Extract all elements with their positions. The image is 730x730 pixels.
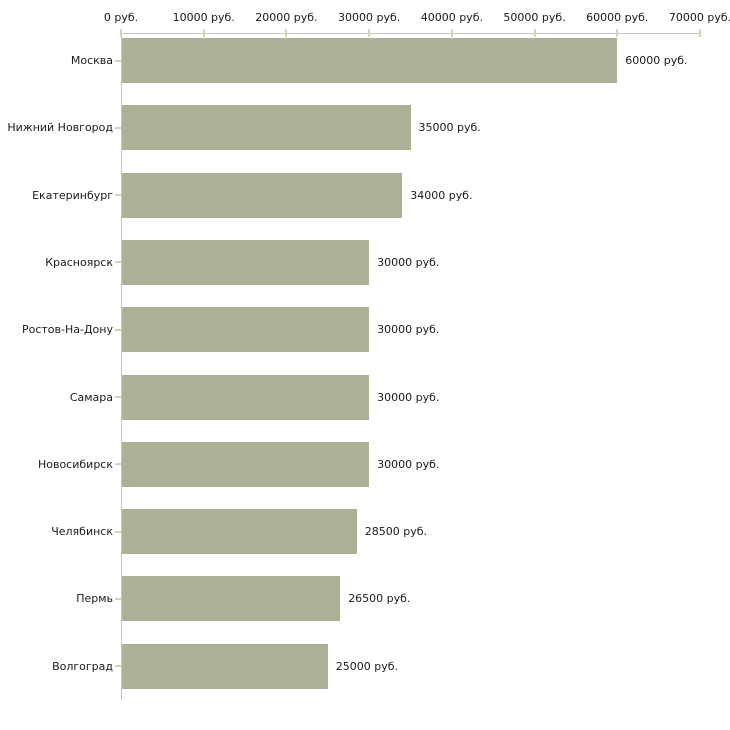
category-label: Пермь (76, 592, 113, 606)
category-tick-mark (115, 59, 121, 62)
x-axis-tick-label: 30000 руб. (338, 11, 401, 24)
category-tick-mark (115, 665, 121, 668)
x-axis-tick-mark (699, 29, 701, 37)
value-label: 26500 руб. (348, 592, 411, 606)
category-tick-mark (115, 463, 121, 466)
x-axis-tick-mark (616, 29, 619, 37)
value-label: 35000 руб. (418, 121, 481, 135)
y-axis-line (121, 33, 122, 700)
category-label: Челябинск (51, 525, 113, 539)
value-label: 28500 руб. (364, 525, 427, 539)
x-axis-tick-mark (533, 29, 536, 37)
x-axis-line (121, 33, 701, 34)
value-label: 34000 руб. (410, 188, 473, 202)
category-label: Красноярск (45, 255, 113, 269)
value-label: 60000 руб. (625, 54, 688, 67)
x-axis-tick-label: 70000 руб. (668, 11, 730, 24)
x-axis-tick-label: 50000 руб. (503, 11, 566, 24)
category-tick-mark (115, 194, 121, 197)
bar (121, 105, 411, 151)
category-label: Самара (69, 390, 113, 404)
bar (121, 239, 370, 285)
x-axis-tick-mark (450, 29, 453, 37)
category-tick-mark (115, 261, 121, 264)
value-label: 30000 руб. (377, 457, 440, 471)
x-axis-tick-mark (120, 29, 122, 37)
value-label: 30000 руб. (377, 255, 440, 269)
bar (121, 441, 370, 487)
x-axis-tick-label: 10000 руб. (172, 11, 235, 24)
value-label: 30000 руб. (377, 323, 440, 337)
category-tick-mark (115, 126, 121, 129)
bar (121, 509, 357, 555)
category-tick-mark (115, 530, 121, 533)
category-label: Москва (70, 54, 113, 67)
x-axis-tick-mark (202, 29, 205, 37)
category-label: Волгоград (52, 659, 113, 673)
x-axis-tick-mark (368, 29, 371, 37)
category-label: Новосибирск (37, 457, 113, 471)
category-label: Екатеринбург (32, 188, 113, 202)
bar (121, 172, 403, 218)
x-axis-tick-label: 0 руб. (103, 11, 139, 24)
bar (121, 307, 370, 353)
category-tick-mark (115, 396, 121, 398)
category-tick-mark (115, 597, 121, 600)
value-label: 30000 руб. (377, 390, 440, 404)
bar (121, 374, 370, 420)
category-label: Нижний Новгород (7, 121, 113, 135)
bar (121, 576, 341, 622)
category-label: Ростов-На-Дону (21, 323, 113, 337)
x-axis-tick-label: 60000 руб. (586, 11, 649, 24)
category-tick-mark (115, 328, 121, 331)
x-axis-tick-mark (285, 29, 288, 37)
x-axis-tick-label: 20000 руб. (255, 11, 318, 24)
bar (121, 643, 328, 689)
bar (121, 38, 618, 83)
x-axis-tick-label: 40000 руб. (420, 11, 483, 24)
value-label: 25000 руб. (335, 659, 399, 673)
